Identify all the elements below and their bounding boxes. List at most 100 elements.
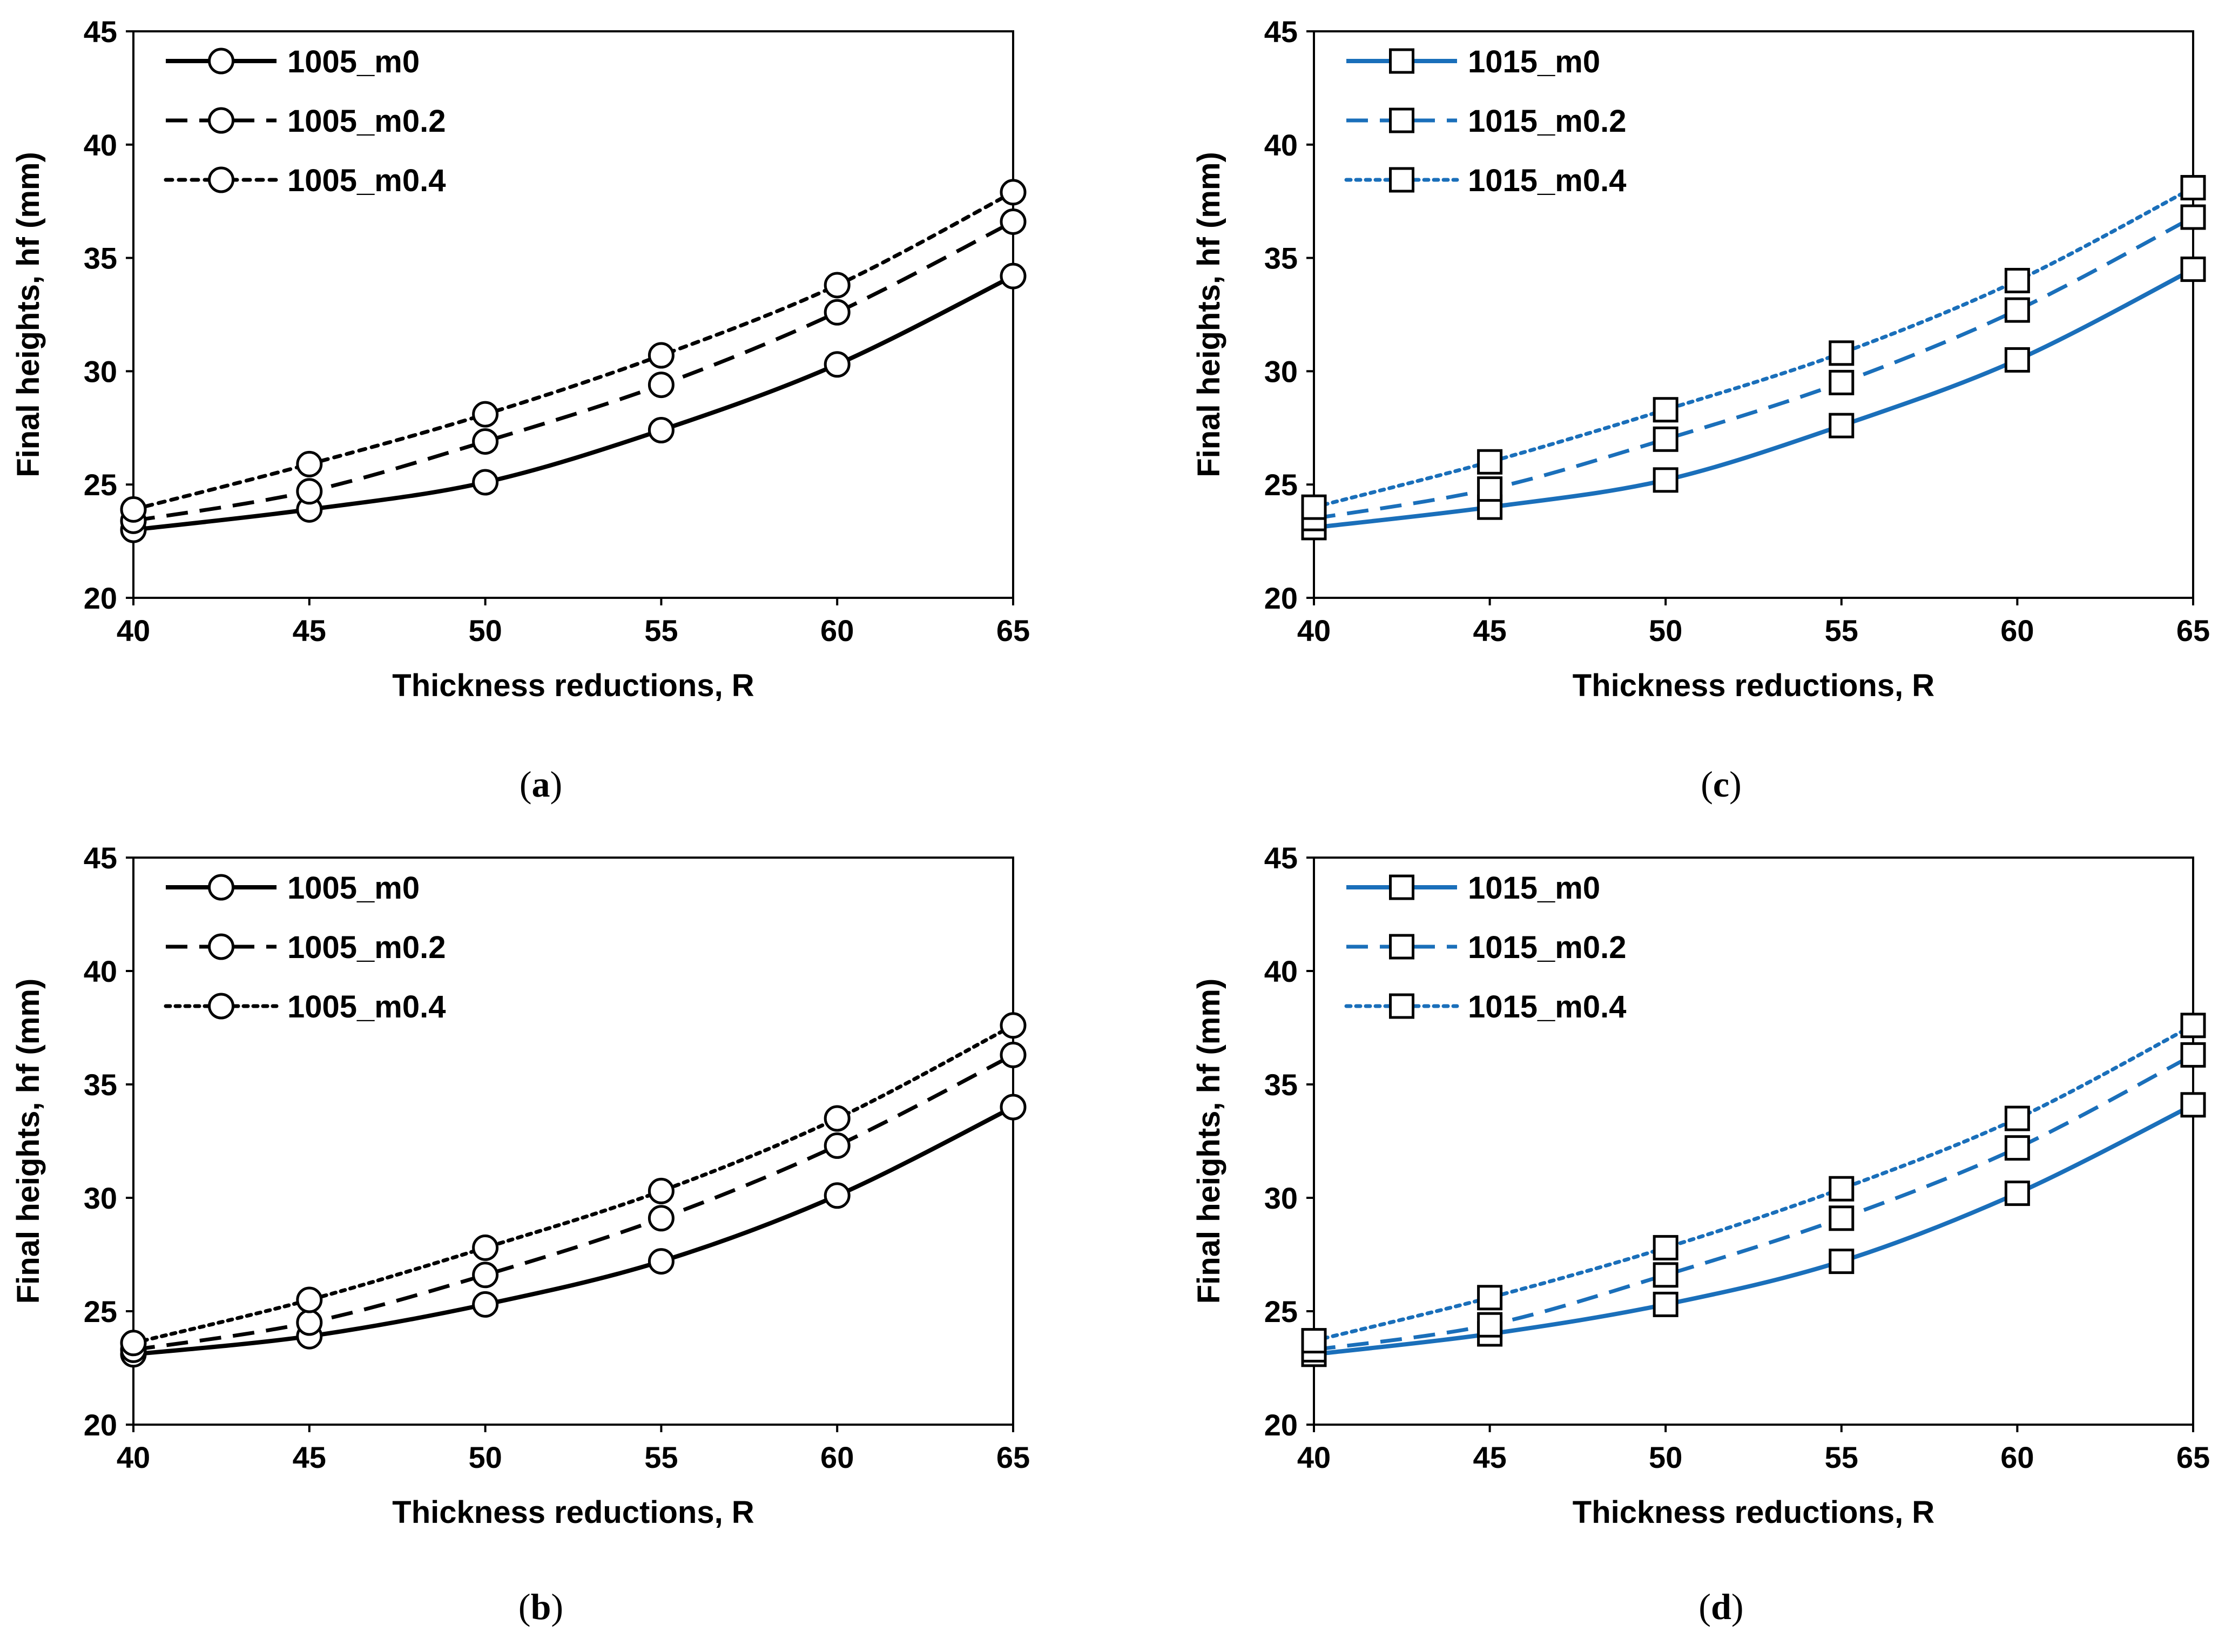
data-point-1015_m0.4 <box>1301 494 1327 520</box>
legend-marker-1015_m0.4 <box>1389 167 1414 193</box>
plot-area-frame <box>1313 30 2194 599</box>
legend-label: 1005_m0 <box>287 871 420 906</box>
series-line-1005_m0 <box>133 274 1014 532</box>
chart-panel-c: 20 25 30 35 40 45 40 45 50 55 60 65 Thickness reduct… <box>1191 15 2210 805</box>
data-point-1005_m0.2 <box>1000 1041 1027 1068</box>
data-point-1015_m0.2 <box>1829 1205 1855 1231</box>
plot-area-frame <box>1313 857 2194 1426</box>
x-tick-label: 55 <box>1825 1440 1858 1474</box>
data-point-1015_m0.4 <box>1653 397 1678 423</box>
data-point-1015_m0.2 <box>1829 369 1855 395</box>
x-axis-label: Thickness reductions, R <box>392 668 754 703</box>
data-point-1015_m0.2 <box>2180 1042 2206 1068</box>
legend-label: 1015_m0.2 <box>1468 104 1626 139</box>
legend-label: 1005_m0.4 <box>287 163 446 198</box>
data-point-1015_m0 <box>1829 413 1855 439</box>
data-point-1015_m0.4 <box>2180 1013 2206 1039</box>
y-tick-label: 35 <box>1264 1068 1298 1102</box>
data-point-1015_m0.4 <box>1477 449 1503 475</box>
x-tick-label: 65 <box>2176 1440 2210 1474</box>
data-point-1005_m0.4 <box>824 272 851 299</box>
legend-label: 1005_m0 <box>287 44 420 79</box>
data-point-1015_m0 <box>2180 257 2206 282</box>
chart-panel-d: 20 25 30 35 40 45 40 45 50 55 60 65 Thickness reduct… <box>1191 841 2210 1627</box>
legend-label: 1015_m0 <box>1468 871 1600 906</box>
data-point-1015_m0 <box>2180 1092 2206 1118</box>
data-point-1015_m0.2 <box>1653 1262 1678 1288</box>
x-tick-label: 60 <box>2000 1440 2034 1474</box>
x-tick-label: 65 <box>996 1440 1030 1474</box>
x-axis-label: Thickness reductions, R <box>1573 1495 1934 1530</box>
data-point-1005_m0.4 <box>1000 179 1027 206</box>
legend-marker-1005_m0.4 <box>208 993 234 1020</box>
data-point-1015_m0.4 <box>2180 175 2206 201</box>
x-tick-label: 55 <box>644 1440 678 1474</box>
plot-area-frame <box>132 30 1014 599</box>
data-point-1005_m0.4 <box>120 1330 147 1357</box>
series-line-1005_m0.2 <box>133 220 1014 523</box>
data-point-1005_m0.2 <box>472 428 499 455</box>
data-point-1005_m0.4 <box>472 1234 499 1261</box>
series-line-1015_m0 <box>1313 267 2194 530</box>
data-point-1015_m0.2 <box>2004 297 2030 323</box>
x-tick-label: 40 <box>117 1440 150 1474</box>
legend-label: 1015_m0.4 <box>1468 163 1626 198</box>
data-point-1005_m0.2 <box>648 1205 675 1232</box>
y-tick-label: 30 <box>1264 354 1298 388</box>
y-tick-label: 45 <box>1264 15 1298 49</box>
y-tick-label: 25 <box>84 468 117 502</box>
data-point-1015_m0.2 <box>2180 204 2206 230</box>
data-point-1005_m0 <box>648 1248 675 1275</box>
data-point-1005_m0.2 <box>472 1262 499 1289</box>
x-tick-label: 55 <box>644 613 678 648</box>
data-point-1005_m0 <box>472 1291 499 1318</box>
y-tick-label: 35 <box>84 1068 117 1102</box>
data-point-1005_m0.4 <box>296 1286 323 1313</box>
data-point-1005_m0.4 <box>1000 1012 1027 1039</box>
x-tick-label: 40 <box>117 613 150 648</box>
data-point-1015_m0 <box>1829 1249 1855 1275</box>
data-point-1005_m0.4 <box>824 1105 851 1132</box>
data-point-1005_m0.2 <box>1000 208 1027 235</box>
data-point-1015_m0.4 <box>2004 268 2030 294</box>
data-point-1015_m0.4 <box>1829 340 1855 366</box>
data-point-1005_m0 <box>472 469 499 496</box>
data-point-1005_m0.4 <box>648 1177 675 1204</box>
data-point-1005_m0.2 <box>824 299 851 326</box>
x-tick-label: 60 <box>820 1440 854 1474</box>
data-point-1005_m0 <box>824 1182 851 1209</box>
x-tick-label: 45 <box>293 613 326 648</box>
y-tick-label: 40 <box>1264 128 1298 162</box>
y-tick-label: 45 <box>84 841 117 875</box>
x-tick-label: 40 <box>1297 1440 1331 1474</box>
legend-label: 1005_m0.2 <box>287 104 446 139</box>
legend-marker-1015_m0.2 <box>1389 934 1414 960</box>
data-point-1015_m0.4 <box>1653 1235 1678 1260</box>
data-point-1015_m0 <box>1653 467 1678 493</box>
legend-marker-1015_m0.2 <box>1389 107 1414 133</box>
x-tick-label: 60 <box>2000 613 2034 648</box>
panel-caption: (a) <box>520 764 562 805</box>
legend-label: 1015_m0 <box>1468 44 1600 79</box>
data-point-1005_m0.2 <box>824 1132 851 1159</box>
legend-marker-1015_m0 <box>1389 874 1414 900</box>
y-tick-label: 40 <box>1264 954 1298 988</box>
x-tick-label: 50 <box>468 1440 502 1474</box>
y-tick-label: 45 <box>84 15 117 49</box>
legend-marker-1005_m0.2 <box>208 107 234 134</box>
data-point-1015_m0.4 <box>1829 1176 1855 1202</box>
data-point-1005_m0.2 <box>296 1309 323 1336</box>
data-point-1005_m0.2 <box>296 478 323 505</box>
data-point-1005_m0 <box>1000 262 1027 289</box>
y-tick-label: 40 <box>84 128 117 162</box>
legend-marker-1005_m0 <box>208 874 234 901</box>
x-tick-label: 45 <box>1473 613 1506 648</box>
legend-label: 1005_m0.4 <box>287 989 446 1024</box>
y-tick-label: 35 <box>1264 241 1298 275</box>
series-line-1005_m0.2 <box>133 1053 1014 1352</box>
x-tick-label: 50 <box>1649 613 1682 648</box>
series-line-1005_m0.4 <box>131 1023 1015 1345</box>
data-point-1015_m0.2 <box>1653 426 1678 452</box>
legend-marker-1005_m0.2 <box>208 933 234 960</box>
